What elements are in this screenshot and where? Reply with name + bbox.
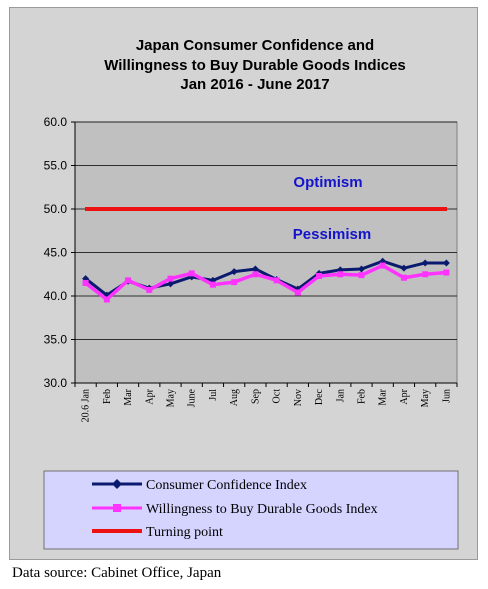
data-point-willingness <box>209 281 216 288</box>
legend-label-willingness: Willingness to Buy Durable Goods Index <box>146 502 378 517</box>
x-tick-label: Mar <box>123 388 134 405</box>
y-tick-label: 35.0 <box>44 333 68 347</box>
legend-marker-square <box>113 504 121 512</box>
data-point-willingness <box>337 271 344 278</box>
x-tick-label: Apr <box>144 388 155 404</box>
data-point-willingness <box>231 279 238 286</box>
data-point-consumer-confidence <box>358 265 365 273</box>
x-tick-label: 20.6 Jan <box>81 389 92 422</box>
title-line-3: Jan 2016 - June 2017 <box>180 76 329 93</box>
y-axis-ticks: 60.0 55.0 50.0 45.0 40.0 35.0 30.0 <box>44 115 76 390</box>
data-point-willingness <box>379 262 386 269</box>
data-point-consumer-confidence <box>442 259 450 267</box>
data-point-willingness <box>422 271 429 278</box>
chart-title: Japan Consumer Confidence and Willingnes… <box>104 37 406 93</box>
data-point-willingness <box>252 271 259 278</box>
data-point-willingness <box>82 279 89 286</box>
legend-item-willingness: Willingness to Buy Durable Goods Index <box>92 502 378 517</box>
series-layer <box>82 207 450 303</box>
x-tick-label: May <box>420 389 431 407</box>
y-tick-label: 55.0 <box>44 159 68 173</box>
data-point-willingness <box>103 296 110 303</box>
title-line-1: Japan Consumer Confidence and <box>136 37 374 54</box>
x-tick-label: Oct <box>272 389 283 404</box>
data-point-consumer-confidence <box>400 264 408 272</box>
x-tick-label: Sep <box>250 389 261 404</box>
x-tick-label: Jul <box>208 389 219 401</box>
x-tick-label: Feb <box>357 389 368 404</box>
x-tick-label: Aug <box>229 389 240 406</box>
series-line-willingness <box>84 263 447 302</box>
data-point-willingness <box>358 272 365 279</box>
y-tick-label: 30.0 <box>44 376 68 390</box>
x-tick-label: Apr <box>399 388 410 404</box>
legend-label-turning-point: Turning point <box>146 525 223 540</box>
legend-marker-diamond <box>112 479 122 489</box>
x-axis-ticks: 20.6 Jan Feb Mar Apr May June Jul Aug Sep Oct Nov D… <box>74 382 458 422</box>
title-line-2: Willingness to Buy Durable Goods Indices <box>104 57 406 74</box>
data-source-note: Data source: Cabinet Office, Japan <box>12 565 222 581</box>
pessimism-label: Pessimism <box>293 226 371 243</box>
data-point-willingness <box>125 277 132 284</box>
x-tick-label: Jan <box>335 389 346 402</box>
y-tick-label: 60.0 <box>44 115 68 129</box>
data-point-consumer-confidence <box>167 280 174 288</box>
data-point-willingness <box>146 286 153 293</box>
x-tick-label: Jun <box>441 389 452 403</box>
legend-label-consumer-confidence: Consumer Confidence Index <box>146 478 307 493</box>
data-point-willingness <box>167 275 174 282</box>
data-point-willingness <box>443 269 450 276</box>
y-tick-label: 40.0 <box>44 289 68 303</box>
x-tick-label: June <box>187 388 198 407</box>
data-point-willingness <box>294 289 301 296</box>
data-point-consumer-confidence <box>251 265 259 273</box>
y-tick-label: 45.0 <box>44 246 68 260</box>
x-tick-label: May <box>166 389 177 407</box>
y-tick-label: 50.0 <box>44 202 68 216</box>
legend: Consumer Confidence Index Willingness to… <box>43 470 459 550</box>
x-tick-label: Feb <box>102 389 113 404</box>
legend-item-turning-point: Turning point <box>92 525 223 540</box>
x-tick-label: Dec <box>314 388 325 405</box>
x-tick-label: Nov <box>293 389 304 406</box>
data-point-willingness <box>316 272 323 279</box>
data-point-consumer-confidence <box>421 259 429 267</box>
legend-item-consumer-confidence: Consumer Confidence Index <box>92 478 307 493</box>
x-tick-label: Mar <box>378 388 389 405</box>
data-point-willingness <box>400 274 407 281</box>
data-point-consumer-confidence <box>230 268 238 276</box>
optimism-label: Optimism <box>293 174 362 191</box>
data-point-willingness <box>188 270 195 277</box>
data-point-willingness <box>273 277 280 284</box>
